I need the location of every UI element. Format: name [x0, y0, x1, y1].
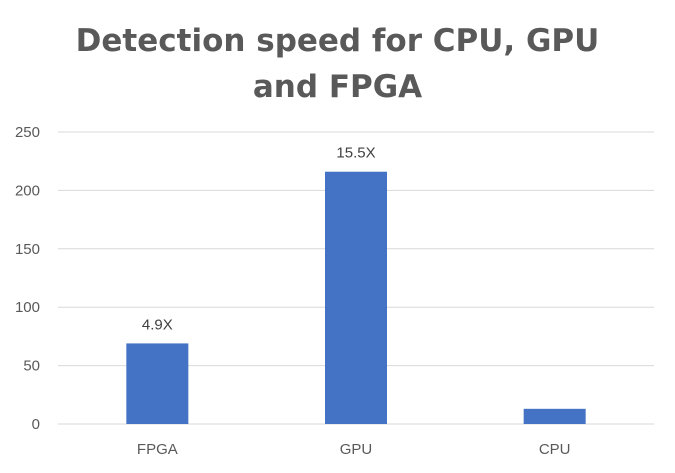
y-tick-label: 250 — [15, 124, 40, 141]
x-tick-label: CPU — [539, 441, 571, 458]
x-tick-label: GPU — [340, 441, 373, 458]
y-tick-label: 50 — [23, 358, 40, 375]
chart-title: Detection speed for CPU, GPU and FPGA — [0, 18, 675, 110]
chart-title-line-1: Detection speed for CPU, GPU — [75, 23, 600, 59]
data-label: 15.5X — [336, 145, 375, 162]
bar — [325, 171, 387, 424]
bar — [126, 343, 189, 424]
chart-title-line-2: and FPGA — [252, 69, 423, 105]
y-tick-label: 150 — [15, 241, 40, 258]
bar — [523, 408, 586, 424]
y-tick-label: 200 — [15, 182, 40, 199]
y-tick-label: 0 — [32, 416, 40, 433]
data-label: 4.9X — [142, 316, 173, 333]
x-tick-label: FPGA — [137, 441, 178, 458]
y-tick-label: 100 — [15, 299, 40, 316]
